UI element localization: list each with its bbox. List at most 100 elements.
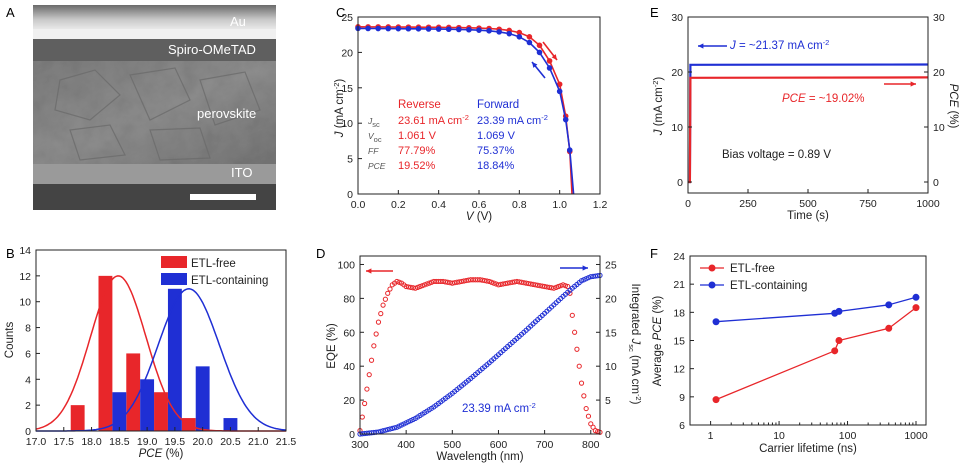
y-axis-right-tick-label: 15 [605, 327, 617, 339]
x-axis-tick-label: 18.5 [109, 436, 130, 448]
x-axis-label: Time (s) [787, 210, 829, 222]
histogram-bar [126, 353, 141, 431]
forward-scan-arrow-head [532, 62, 538, 68]
eqe-marker [590, 424, 596, 430]
integrated-jsc-axis-arrow-head [582, 265, 588, 271]
layer-label-au: Au [230, 14, 246, 29]
eqe-marker [412, 285, 418, 291]
eqe-marker [382, 296, 388, 302]
y-axis-tick-label: 18 [673, 307, 685, 319]
x-axis-tick-label: 500 [799, 198, 817, 210]
jv-marker [395, 25, 402, 32]
eqe-marker [585, 413, 592, 419]
y-axis-tick-label: 40 [343, 361, 355, 373]
y-axis-tick-label: 25 [341, 12, 353, 24]
x-axis-label: Carrier lifetime (ns) [759, 443, 857, 455]
table-row-label: Jsc [367, 116, 380, 129]
jv-marker [546, 58, 553, 64]
x-axis-tick-label: 0.6 [472, 199, 487, 211]
eqe-marker [518, 279, 525, 285]
eqe-marker [458, 278, 465, 285]
eqe-marker [488, 279, 495, 285]
y-axis-tick-label: 30 [671, 12, 683, 24]
jv-marker [536, 42, 543, 49]
table-row-label: FF [368, 146, 379, 156]
eqe-marker [516, 279, 522, 285]
y-axis-right-tick-label: 10 [933, 122, 945, 134]
reverse-value: 19.52% [398, 160, 436, 172]
x-axis-tick-label: 19.0 [137, 436, 158, 448]
y-axis-right-tick-label: 5 [605, 395, 611, 407]
y-axis-label: J (mA cm-2) [332, 79, 346, 139]
x-axis-tick-label: 300 [351, 439, 369, 451]
eqe-marker [555, 283, 562, 290]
eqe-marker [539, 283, 545, 289]
x-axis-tick-label: 0.2 [391, 199, 406, 211]
jv-marker [466, 26, 472, 33]
reverse-value: 1.061 V [398, 130, 437, 142]
eqe-marker [500, 281, 506, 287]
x-axis-tick-label: 0.4 [431, 199, 446, 211]
eqe-marker [525, 280, 532, 287]
x-axis-tick-label: 750 [859, 198, 877, 210]
eqe-marker [417, 283, 423, 290]
y-axis-tick-label: 14 [19, 245, 31, 257]
lifetime-marker [912, 293, 920, 301]
integrated-jsc-marker [385, 426, 391, 433]
integrated-jsc-marker [382, 427, 388, 433]
panel-letter-f: F [650, 246, 658, 261]
y-axis-label: Counts [4, 322, 16, 359]
lifetime-line [715, 296, 917, 323]
y-axis-tick-label: 0 [347, 189, 353, 201]
x-axis-tick-label: 0.0 [351, 199, 366, 211]
eqe-marker [442, 279, 448, 285]
eqe-marker [461, 278, 467, 284]
panel-letter-b: B [6, 246, 15, 261]
histogram-bar [195, 366, 210, 431]
x-axis-label: Wavelength (nm) [436, 451, 523, 463]
lifetime-marker [912, 304, 920, 312]
y-axis-tick-label: 12 [673, 364, 685, 376]
x-axis-tick-label: 18.0 [81, 436, 102, 448]
histogram-bar [154, 392, 168, 431]
eqe-marker [477, 277, 483, 283]
y-axis-tick-label: 5 [347, 154, 353, 166]
eqe-marker [415, 284, 421, 290]
jv-marker [526, 34, 533, 40]
forward-value: 75.37% [477, 145, 515, 157]
jv-marker [425, 26, 432, 32]
jv-marker [415, 26, 422, 32]
y-axis-tick-label: 15 [341, 83, 353, 95]
y-axis-tick-label: 10 [19, 297, 31, 309]
x-axis-tick-label: 0 [685, 198, 691, 210]
jv-marker [546, 65, 553, 71]
y-axis-label: J (mA cm-2) [651, 77, 665, 137]
x-axis-tick-label: 17.5 [54, 436, 75, 448]
histogram-bar [98, 275, 113, 431]
eqe-marker [482, 277, 488, 284]
jv-marker [456, 26, 462, 33]
jv-marker [375, 25, 381, 32]
eqe-chart: 300 400 500 600 700 800 0 20 40 60 80 100 0 5 10 15 20 25… [326, 255, 643, 463]
y-axis-tick-label: 10 [341, 118, 353, 130]
y-axis-tick-label: 4 [25, 374, 31, 386]
jv-marker [562, 116, 569, 123]
eqe-marker [422, 282, 428, 288]
y-axis-tick-label: 20 [671, 67, 683, 79]
eqe-marker [542, 283, 548, 290]
integrated-jsc-marker [378, 428, 384, 434]
lifetime-marker [835, 337, 843, 344]
legend-label: ETL-containing [730, 280, 807, 292]
current-density-line [688, 63, 929, 184]
eqe-marker [535, 282, 541, 288]
eqe-marker [562, 283, 568, 289]
y-axis-tick-label: 20 [343, 395, 355, 407]
y-axis-tick-label: 6 [679, 420, 685, 432]
x-axis-tick-label: 0.8 [512, 199, 527, 211]
eqe-marker [576, 363, 582, 369]
eqe-marker [574, 346, 580, 352]
panel-letter-c: C [336, 5, 345, 20]
y-axis-tick-label: 80 [343, 293, 355, 305]
y-axis-right-tick-label: 25 [605, 259, 617, 271]
legend-label: ETL-free [730, 263, 775, 275]
